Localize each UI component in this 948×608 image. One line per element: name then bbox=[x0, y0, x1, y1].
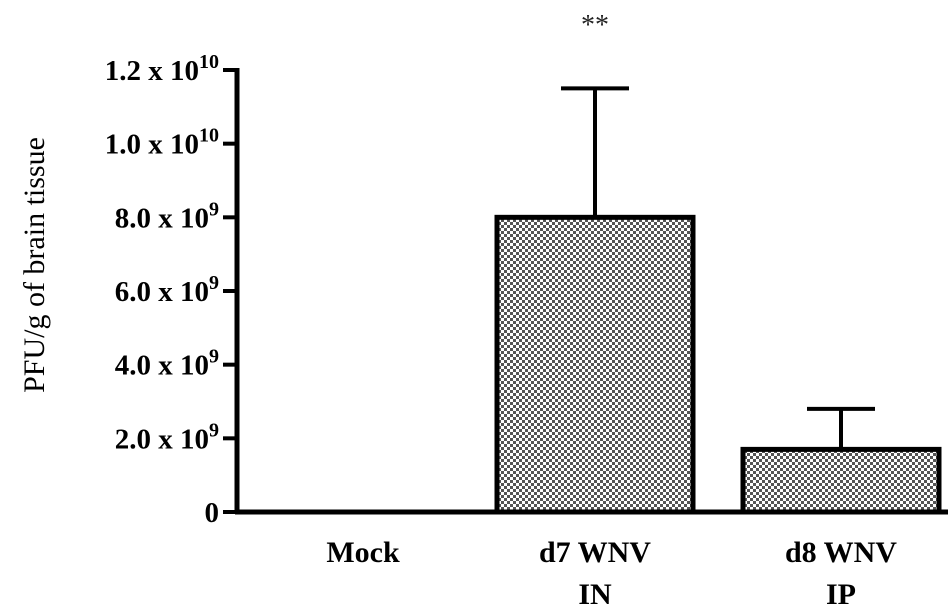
y-tick-mantissa: 1.2 x 10 bbox=[105, 55, 199, 87]
bars bbox=[494, 214, 942, 515]
y-tick-mantissa: 2.0 x 10 bbox=[115, 423, 209, 455]
y-tick-label: 4.0 x 109 bbox=[115, 346, 219, 382]
y-tick-label: 6.0 x 109 bbox=[115, 272, 219, 308]
y-tick-exponent: 9 bbox=[209, 272, 219, 294]
y-tick-label: 1.2 x 1010 bbox=[105, 51, 219, 87]
bar-2 bbox=[740, 446, 942, 515]
category-label: d7 WNV bbox=[539, 536, 651, 569]
y-tick-exponent: 9 bbox=[209, 419, 219, 441]
y-axis-title: PFU/g of brain tissue bbox=[18, 137, 51, 393]
y-tick-exponent: 9 bbox=[209, 346, 219, 368]
y-tick-label: 8.0 x 109 bbox=[115, 198, 219, 234]
significance-marker: ** bbox=[581, 10, 609, 41]
error-bars bbox=[561, 86, 875, 450]
y-tick-label: 1.0 x 1010 bbox=[105, 125, 219, 161]
category-label: d8 WNV bbox=[785, 536, 897, 569]
y-tick-label: 2.0 x 109 bbox=[115, 419, 219, 455]
x-axis-category-labels: Mock d7 WNV IN d8 WNV IP bbox=[326, 536, 897, 608]
y-tick-exponent: 10 bbox=[199, 125, 219, 147]
y-tick-mantissa: 8.0 x 10 bbox=[115, 202, 209, 234]
category-label: IP bbox=[826, 578, 856, 608]
y-tick-exponent: 10 bbox=[199, 51, 219, 73]
bar-1 bbox=[494, 214, 696, 515]
y-tick-label: 0 bbox=[205, 497, 220, 529]
y-tick-mantissa: 4.0 x 10 bbox=[115, 350, 209, 382]
category-label: IN bbox=[578, 578, 612, 608]
y-tick-mantissa: 1.0 x 10 bbox=[105, 129, 199, 161]
annotations: ** bbox=[581, 10, 609, 41]
category-label: Mock bbox=[326, 536, 400, 569]
y-tick-exponent: 9 bbox=[209, 198, 219, 220]
y-tick-mantissa: 6.0 x 10 bbox=[115, 276, 209, 308]
